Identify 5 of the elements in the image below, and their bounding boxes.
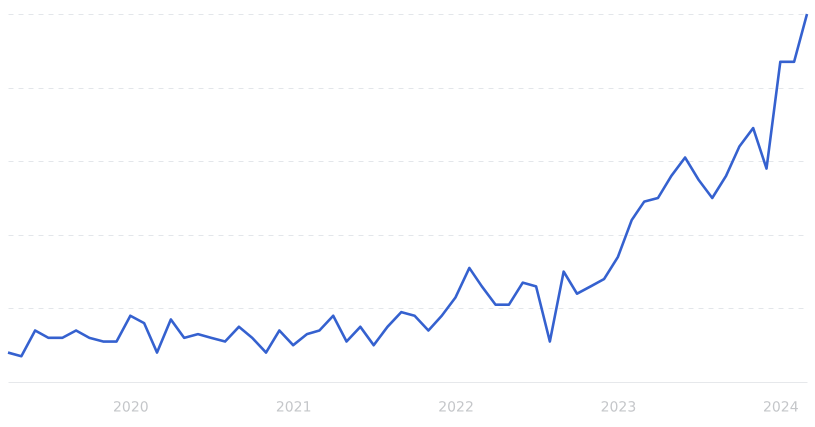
x-tick-label: 2024 [762,400,799,416]
x-tick-label: 2021 [276,400,312,416]
x-tick-label: 2020 [113,400,149,416]
x-tick-label: 2022 [438,400,474,416]
x-tick-label: 2023 [600,400,636,416]
